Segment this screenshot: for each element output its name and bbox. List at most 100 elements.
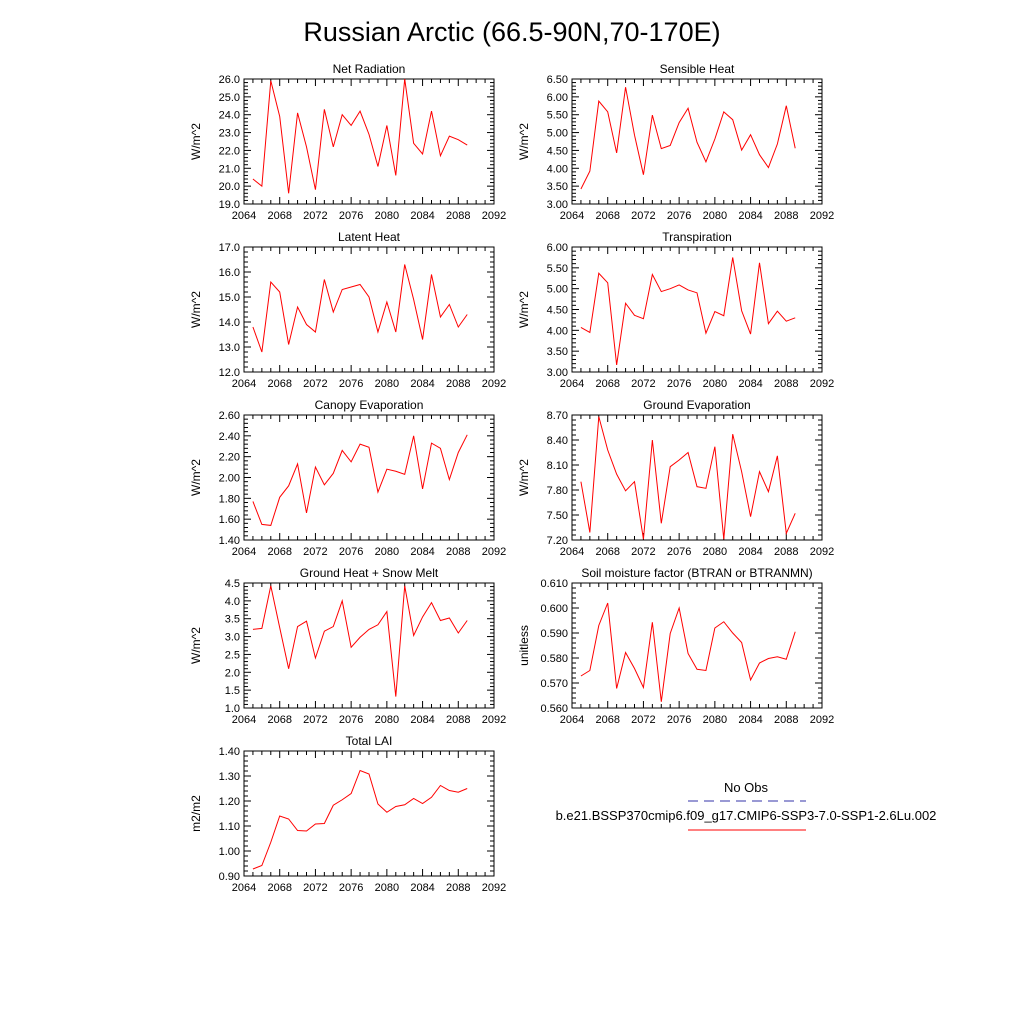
y-tick-label: 21.0: [219, 163, 240, 175]
series-line: [252, 264, 468, 353]
y-tick-label: 1.30: [219, 771, 240, 783]
y-tick-label: 7.20: [547, 535, 568, 547]
x-tick-label: 2084: [738, 378, 762, 390]
y-tick-label: 3.0: [225, 632, 240, 644]
y-tick-label: 26.0: [219, 74, 240, 86]
y-tick-label: 23.0: [219, 128, 240, 140]
y-axis-label: unitless: [517, 625, 531, 666]
y-tick-label: 19.0: [219, 199, 240, 211]
x-tick-label: 2064: [560, 210, 584, 222]
x-tick-label: 2068: [595, 210, 619, 222]
x-tick-label: 2068: [267, 714, 291, 726]
chart-panel: Transpiration 2064 2068 2072 2076 2080 2084 208…: [517, 230, 834, 390]
y-tick-label: 20.0: [219, 181, 240, 193]
y-tick-label: 17.0: [219, 242, 240, 254]
y-tick-label: 24.0: [219, 110, 240, 122]
y-axis-label: W/m^2: [189, 459, 203, 496]
y-tick-label: 7.80: [547, 485, 568, 497]
x-tick-label: 2092: [482, 714, 506, 726]
chart-panel: Ground Evaporation 2064 2068 2072 2076 2080 20…: [517, 398, 834, 558]
y-tick-label: 4.50: [547, 145, 568, 157]
x-tick-label: 2068: [595, 714, 619, 726]
series-line: [252, 769, 468, 870]
y-tick-label: 6.00: [547, 242, 568, 254]
y-tick-label: 5.00: [547, 128, 568, 140]
x-tick-label: 2080: [703, 378, 727, 390]
x-tick-label: 2068: [267, 378, 291, 390]
x-tick-label: 2072: [303, 378, 327, 390]
y-tick-label: 0.90: [219, 871, 240, 883]
y-tick-label: 4.00: [547, 163, 568, 175]
x-tick-label: 2088: [446, 378, 470, 390]
y-axis-label: W/m^2: [189, 291, 203, 328]
x-tick-label: 2068: [595, 546, 619, 558]
y-axis-label: W/m^2: [517, 459, 531, 496]
y-tick-label: 0.610: [540, 578, 568, 590]
x-tick-label: 2072: [631, 210, 655, 222]
y-axis-label: W/m^2: [517, 291, 531, 328]
x-tick-label: 2092: [482, 378, 506, 390]
x-tick-label: 2084: [410, 546, 434, 558]
chart-panel: Sensible Heat 2064 2068 2072 2076 2080 2084 208…: [517, 62, 834, 222]
y-tick-label: 25.0: [219, 92, 240, 104]
y-tick-label: 4.00: [547, 325, 568, 337]
y-tick-label: 8.10: [547, 460, 568, 472]
x-tick-label: 2064: [232, 378, 256, 390]
panels: Net Radiation 2064 2068 2072 2076 2080 2084 208…: [189, 62, 834, 894]
x-tick-label: 2080: [375, 714, 399, 726]
panel-title: Canopy Evaporation: [315, 398, 424, 412]
x-tick-label: 2076: [667, 378, 691, 390]
y-tick-label: 13.0: [219, 342, 240, 354]
x-tick-label: 2076: [667, 210, 691, 222]
x-tick-label: 2080: [375, 882, 399, 894]
chart-panel: Total LAI 2064 2068 2072 2076 2080 2084 2088 209…: [189, 734, 506, 894]
x-tick-label: 2088: [774, 210, 798, 222]
x-tick-label: 2092: [810, 546, 834, 558]
panel-title: Net Radiation: [333, 62, 406, 76]
series-line: [252, 78, 468, 194]
y-tick-label: 1.20: [219, 796, 240, 808]
chart-panel: Soil moisture factor (BTRAN or BTRANMN) 2…: [517, 566, 834, 726]
x-tick-label: 2092: [810, 714, 834, 726]
x-tick-label: 2072: [303, 882, 327, 894]
series-line: [252, 434, 468, 526]
x-tick-label: 2076: [339, 210, 363, 222]
x-tick-label: 2064: [232, 210, 256, 222]
plot-frame: [243, 582, 495, 709]
plot-frame: [571, 246, 823, 373]
x-tick-label: 2088: [446, 882, 470, 894]
y-tick-label: 6.50: [547, 74, 568, 86]
x-tick-label: 2064: [560, 378, 584, 390]
y-tick-label: 2.00: [219, 473, 240, 485]
y-tick-label: 8.70: [547, 410, 568, 422]
y-tick-label: 0.570: [540, 678, 568, 690]
panel-title: Ground Heat + Snow Melt: [300, 566, 439, 580]
x-tick-label: 2088: [774, 546, 798, 558]
x-tick-label: 2072: [303, 210, 327, 222]
x-tick-label: 2068: [595, 378, 619, 390]
x-tick-label: 2064: [232, 714, 256, 726]
y-tick-label: 4.50: [547, 305, 568, 317]
panel-title: Latent Heat: [338, 230, 401, 244]
plot-frame: [571, 582, 823, 709]
y-tick-label: 1.40: [219, 535, 240, 547]
y-tick-label: 12.0: [219, 367, 240, 379]
legend-model-label: b.e21.BSSP370cmip6.f09_g17.CMIP6-SSP3-7.…: [556, 808, 937, 823]
x-tick-label: 2076: [339, 714, 363, 726]
x-tick-label: 2064: [560, 546, 584, 558]
y-tick-label: 0.590: [540, 628, 568, 640]
chart-panel: Canopy Evaporation 2064 2068 2072 2076 2080 20…: [189, 398, 506, 558]
plot-frame: [243, 78, 495, 205]
legend-obs-label: No Obs: [724, 780, 769, 795]
x-tick-label: 2072: [303, 714, 327, 726]
x-tick-label: 2084: [410, 378, 434, 390]
x-tick-label: 2088: [774, 714, 798, 726]
y-tick-label: 16.0: [219, 267, 240, 279]
series-line: [580, 602, 796, 702]
x-tick-label: 2072: [631, 378, 655, 390]
x-tick-label: 2076: [339, 546, 363, 558]
x-tick-label: 2068: [267, 546, 291, 558]
series-line: [252, 585, 468, 697]
y-tick-label: 2.20: [219, 452, 240, 464]
